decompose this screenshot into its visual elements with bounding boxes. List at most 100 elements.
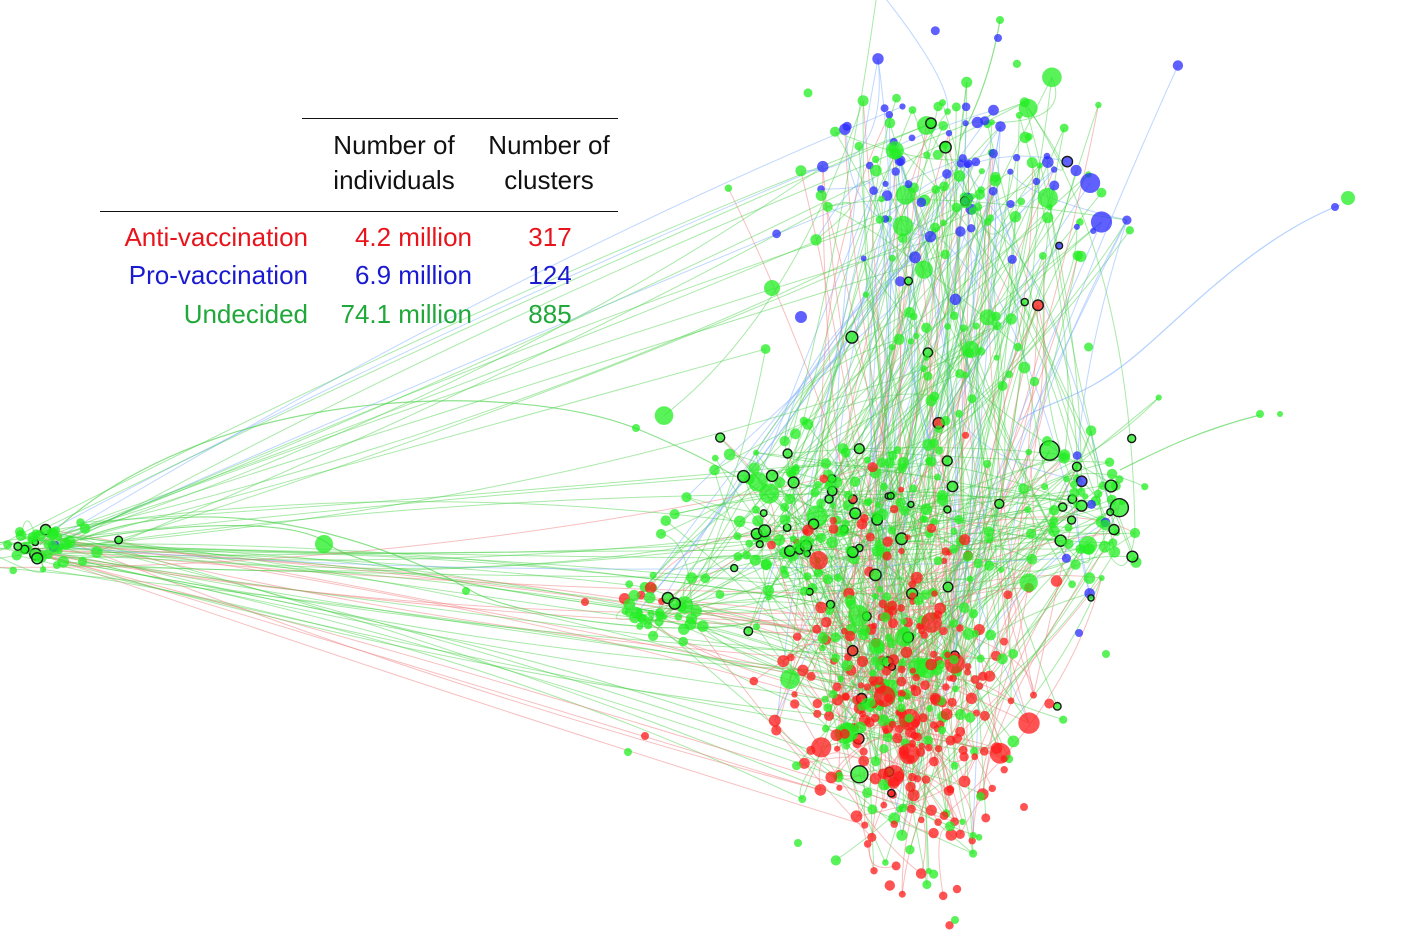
undecided-node <box>779 435 790 447</box>
undecided-node <box>1098 540 1111 553</box>
undecided-node <box>647 609 655 617</box>
network-long-edge <box>59 516 761 629</box>
undecided-node <box>939 181 950 192</box>
undecided-node <box>799 586 809 596</box>
undecided-node <box>785 467 796 478</box>
anti-node <box>918 713 928 723</box>
undecided-node <box>57 556 70 568</box>
undecided-node <box>795 165 807 177</box>
anti-node <box>898 547 905 555</box>
undecided-node <box>1064 523 1073 532</box>
network-edge <box>943 577 1103 816</box>
undecided-node <box>1106 468 1118 480</box>
network-edge <box>892 558 1033 608</box>
undecided-node <box>1042 67 1062 88</box>
anti-node <box>882 536 893 547</box>
undecided-node <box>1341 191 1355 205</box>
undecided-node <box>636 622 644 630</box>
undecided-node <box>1126 433 1137 444</box>
undecided-node <box>743 626 754 637</box>
undecided-node <box>820 458 832 469</box>
undecided-node <box>736 469 751 484</box>
anti-node <box>925 744 933 752</box>
network-edge <box>1033 481 1083 696</box>
network-edge <box>806 155 1048 554</box>
anti-node <box>819 474 828 484</box>
network-edge <box>917 413 963 668</box>
undecided-node <box>810 487 820 498</box>
undecided-node <box>951 202 962 213</box>
anti-node <box>1020 803 1028 811</box>
undecided-node <box>894 628 913 647</box>
undecided-node <box>935 660 946 670</box>
anti-node <box>900 646 913 658</box>
network-edge <box>971 398 999 656</box>
anti-node <box>925 658 937 671</box>
undecided-node <box>973 202 983 212</box>
network-edge <box>31 506 1063 554</box>
pro-node <box>1049 180 1060 191</box>
network-edge <box>25 253 946 548</box>
undecided-node <box>920 503 933 516</box>
row-individuals-undecided: 74.1 million <box>340 299 472 329</box>
undecided-node <box>784 493 795 505</box>
undecided-node <box>1073 501 1080 509</box>
undecided-node <box>1019 131 1031 144</box>
undecided-node <box>831 476 843 489</box>
undecided-node <box>874 501 882 509</box>
undecided-node <box>803 572 812 581</box>
pro-node <box>988 148 999 159</box>
undecided-node <box>863 498 872 507</box>
undecided-node <box>844 595 856 607</box>
undecided-node <box>1098 575 1105 581</box>
undecided-node <box>830 126 841 137</box>
undecided-node <box>759 509 768 518</box>
undecided-node <box>951 916 959 924</box>
undecided-node <box>31 552 44 565</box>
row-individuals-pro: 6.9 million <box>354 260 472 290</box>
undecided-node <box>994 498 1005 509</box>
undecided-node <box>949 544 959 554</box>
network-edge <box>729 453 850 594</box>
network-edge <box>845 696 918 780</box>
undecided-node <box>656 528 666 539</box>
network-edge <box>684 604 835 662</box>
undecided-node <box>9 566 17 575</box>
undecided-node <box>907 500 915 509</box>
anti-node <box>940 708 953 720</box>
pro-node <box>930 26 940 36</box>
anti-node <box>888 618 898 629</box>
undecided-node <box>984 560 995 571</box>
anti-node <box>940 557 948 565</box>
undecided-node <box>945 821 955 832</box>
undecided-node <box>684 618 697 631</box>
undecided-node <box>822 574 834 585</box>
anti-node <box>856 655 869 668</box>
undecided-node <box>962 340 980 359</box>
undecided-node <box>997 653 1008 665</box>
undecided-node <box>822 724 830 733</box>
undecided-node <box>937 726 946 735</box>
anti-node <box>1044 698 1055 709</box>
network-edge <box>863 258 905 808</box>
undecided-node <box>895 185 916 205</box>
undecided-node <box>959 818 966 825</box>
undecided-node <box>954 514 964 525</box>
undecided-node <box>876 457 887 468</box>
undecided-node <box>900 618 907 625</box>
pro-node <box>1050 166 1058 173</box>
network-edge <box>757 190 875 482</box>
network-edge <box>958 413 1082 482</box>
pro-node <box>1042 156 1054 168</box>
anti-node <box>915 868 927 879</box>
anti-node <box>867 832 877 843</box>
network-edge <box>69 541 955 661</box>
undecided-node <box>40 566 47 573</box>
network-edge <box>764 537 887 732</box>
undecided-node <box>752 505 761 514</box>
undecided-node <box>774 477 786 488</box>
header-clusters-line-1: Number of <box>488 130 610 160</box>
network-edge <box>964 452 1034 782</box>
row-undecided: Undecided 74.1 million 885 <box>100 296 620 332</box>
undecided-node <box>798 795 807 803</box>
